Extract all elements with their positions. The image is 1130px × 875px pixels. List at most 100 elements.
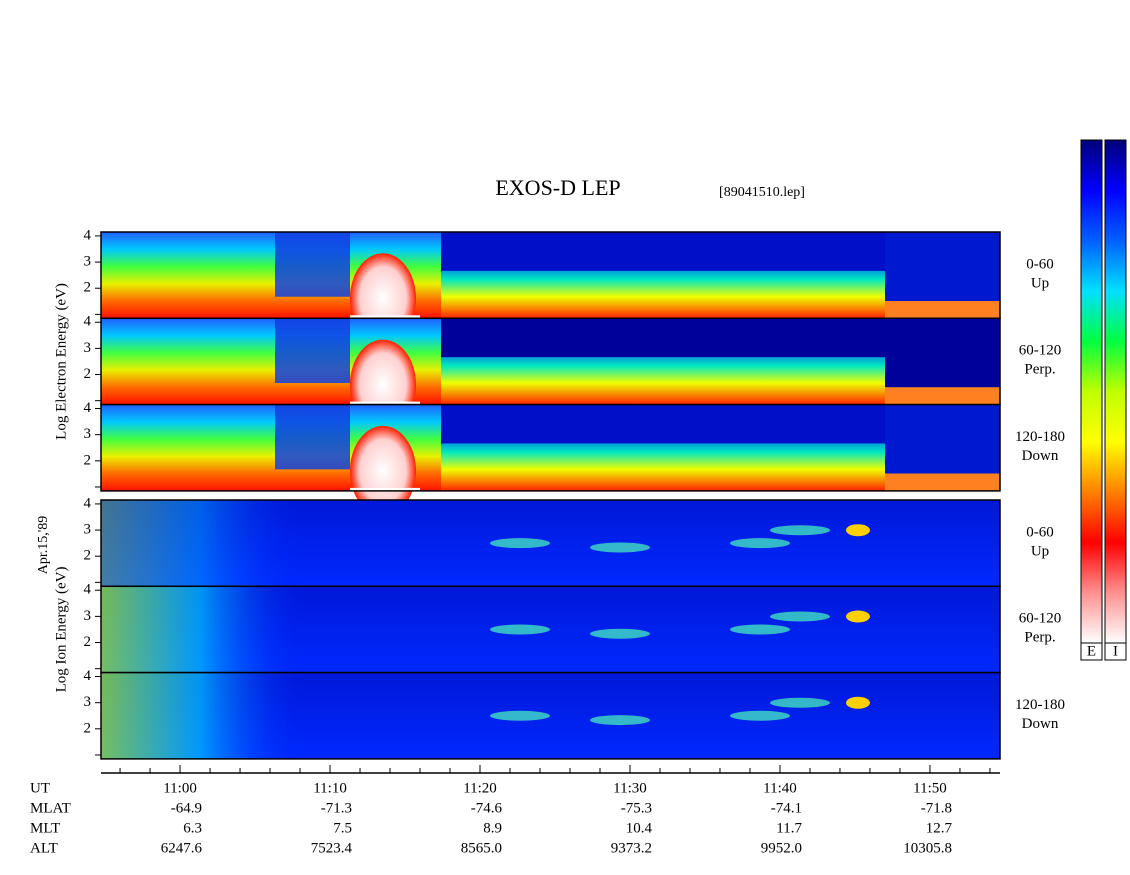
orbit-value: 9952.0 (761, 840, 802, 856)
y-tick-label: 4 (84, 400, 92, 416)
x-tick-label: 11:30 (613, 780, 647, 796)
y-tick-label: 3 (84, 254, 92, 270)
colorbar-label: E (1087, 643, 1096, 659)
orbit-value: -75.3 (621, 800, 652, 816)
spectrogram-image (730, 624, 790, 635)
spectrogram-image (770, 697, 830, 708)
x-tick-label: 11:40 (763, 780, 797, 796)
x-tick-label: 11:00 (163, 780, 197, 796)
panel-direction-label: Up (1031, 275, 1049, 291)
colorbar-label: I (1113, 643, 1118, 659)
y-axis-label: Log Electron Energy (eV) (53, 283, 69, 440)
spectrogram-image (885, 473, 1000, 491)
y-tick-label: 2 (84, 366, 92, 382)
y-tick-label: 4 (84, 314, 92, 330)
panel-pitch-label: 0-60 (1026, 256, 1054, 272)
spectrogram-image (350, 315, 420, 319)
y-tick-label: 4 (84, 668, 92, 684)
spectrogram-image (490, 624, 550, 635)
spectrogram-image (590, 715, 650, 726)
spectrogram-image (275, 232, 350, 297)
orbit-value: 8565.0 (461, 840, 502, 856)
panel-pitch-label: 0-60 (1026, 524, 1054, 540)
colorbar (1104, 139, 1127, 644)
spectrogram-panel (100, 671, 1001, 760)
panel-direction-label: Perp. (1024, 362, 1055, 378)
spectrogram-image (101, 500, 301, 587)
panel-frame (100, 671, 1001, 760)
spectrogram-image (275, 404, 350, 470)
spectrogram-image (490, 538, 550, 549)
y-tick-label: 2 (84, 720, 92, 736)
panel-direction-label: Up (1031, 543, 1049, 559)
panel-frame (100, 403, 1001, 492)
panel-pitch-label: 120-180 (1015, 429, 1065, 445)
panel-pitch-label: 60-120 (1019, 611, 1062, 627)
spectrogram-image (846, 610, 870, 623)
colorbar-label-box (1104, 642, 1127, 661)
y-tick-label: 4 (84, 582, 92, 598)
spectrogram-image (101, 586, 301, 673)
panel-direction-label: Perp. (1024, 630, 1055, 646)
orbit-value: -74.1 (771, 800, 802, 816)
spectrogram-image (350, 425, 416, 516)
y-tick-label: 4 (84, 495, 92, 511)
orbit-row-name: UT (30, 780, 50, 796)
orbit-row-name: MLT (30, 820, 60, 836)
y-tick-label: 3 (84, 426, 92, 442)
spectrogram-image (885, 301, 1000, 319)
file-label: [89041510.lep] (719, 185, 805, 200)
y-tick-label: 2 (84, 452, 92, 468)
spectrogram-image (350, 401, 420, 405)
orbit-value: -64.9 (171, 800, 202, 816)
y-tick-label: 3 (84, 522, 92, 538)
date-label: Apr.15,'89 (36, 516, 51, 575)
y-tick-label: 3 (84, 608, 92, 624)
orbit-value: 11.7 (776, 820, 802, 836)
y-tick-label: 2 (84, 280, 92, 296)
spectrogram-image (590, 542, 650, 553)
spectrogram-image (730, 710, 790, 721)
spectrogram-image (770, 525, 830, 536)
panel-pitch-label: 120-180 (1015, 697, 1065, 713)
spectrogram-image (846, 524, 870, 537)
spectrogram-panel (100, 403, 1001, 516)
spectrogram-image (101, 672, 301, 759)
orbit-value: 12.7 (926, 820, 953, 836)
colorbar (1080, 139, 1103, 644)
spectrogram-image (885, 232, 1000, 302)
spectrogram-image (885, 318, 1000, 388)
spectrogram-image (730, 538, 790, 549)
orbit-value: 10305.8 (903, 840, 952, 856)
chart-title: EXOS-D LEP (495, 175, 620, 200)
orbit-value: 6.3 (183, 820, 202, 836)
orbit-row-name: MLAT (30, 800, 71, 816)
orbit-value: 9373.2 (611, 840, 652, 856)
orbit-value: -71.3 (321, 800, 352, 816)
spectrogram-image (846, 696, 870, 709)
orbit-value: 10.4 (626, 820, 653, 836)
y-tick-label: 2 (84, 548, 92, 564)
panel-pitch-label: 60-120 (1019, 343, 1062, 359)
spectrogram-panel (100, 499, 1001, 588)
spectrogram-image (350, 487, 420, 491)
orbit-value: -74.6 (471, 800, 503, 816)
spectrogram-image (885, 387, 1000, 405)
orbit-row-name: ALT (30, 840, 58, 856)
spectrogram-image (885, 404, 1000, 474)
colorbar-label-box (1080, 642, 1103, 661)
orbit-value: 7523.4 (311, 840, 353, 856)
orbit-value: 7.5 (333, 820, 352, 836)
y-tick-label: 4 (84, 227, 92, 243)
spectrogram-panel (100, 231, 1001, 344)
spectrogram-image (275, 318, 350, 384)
spectrogram-image (770, 611, 830, 622)
spectrogram-image (590, 628, 650, 639)
y-tick-label: 3 (84, 340, 92, 356)
y-tick-label: 3 (84, 694, 92, 710)
x-tick-label: 11:50 (913, 780, 947, 796)
y-tick-label: 2 (84, 634, 92, 650)
orbit-value: 6247.6 (161, 840, 203, 856)
x-tick-label: 11:10 (313, 780, 347, 796)
